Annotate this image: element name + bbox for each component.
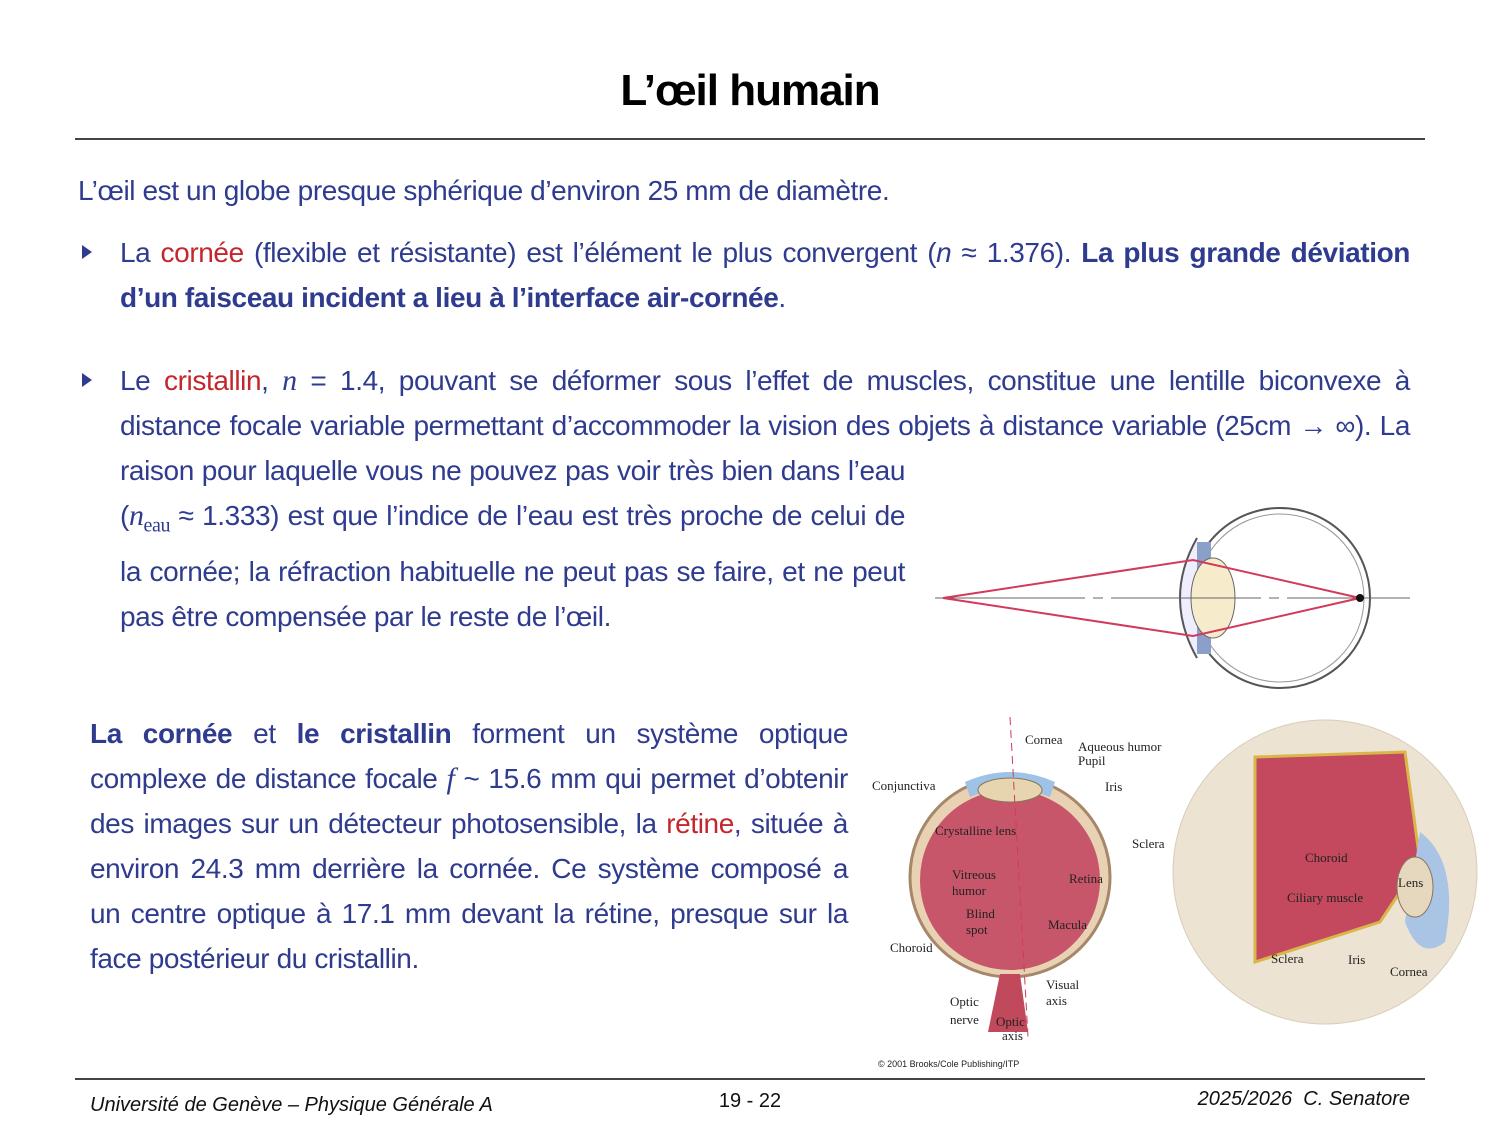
- labels: Cornea Aqueous humor Pupil Conjunctiva I…: [872, 732, 1428, 1069]
- emphasis: La plus grande déviation d’un faisceau i…: [120, 237, 1410, 313]
- bullet-marker: [82, 373, 92, 387]
- label: humor: [952, 883, 987, 898]
- footer-right: 2025/2026 C. Senatore: [1197, 1088, 1410, 1110]
- symbol: n: [936, 237, 952, 268]
- term: cornée: [160, 237, 245, 268]
- label: Visual: [1046, 977, 1080, 992]
- paragraph: La cornée et le cristallin forment un sy…: [90, 711, 848, 981]
- symbol: n: [128, 499, 144, 532]
- label: Vitreous: [952, 867, 996, 882]
- focal-point: [1356, 594, 1364, 602]
- label: Macula: [1048, 917, 1087, 932]
- label: Crystalline lens: [935, 823, 1016, 838]
- footer-center: 19 - 22: [718, 1090, 782, 1112]
- label: Lens: [1398, 875, 1423, 890]
- ray: [942, 558, 1361, 599]
- label: Blind: [966, 906, 995, 921]
- divider: [75, 138, 1425, 140]
- emphasis: La cornée: [90, 718, 233, 749]
- footer-left: Université de Genève – Physique Générale…: [90, 1094, 493, 1116]
- symbol: f: [446, 762, 455, 795]
- label: Conjunctiva: [872, 778, 936, 793]
- cross-section: [908, 716, 1112, 1038]
- label: nerve: [950, 1012, 979, 1027]
- bullet-marker: [82, 245, 92, 259]
- slide-title: L’œil humain: [620, 66, 880, 115]
- eye-anatomy: Cornea Aqueous humor Pupil Conjunctiva I…: [872, 716, 1478, 1069]
- label: Optic: [950, 994, 979, 1009]
- label: spot: [966, 922, 988, 937]
- divider: [75, 1078, 1425, 1080]
- label: Ciliary muscle: [1287, 890, 1363, 905]
- text: , située à environ 24.3 mm derrière la c…: [90, 808, 848, 974]
- subscript: eau: [143, 514, 171, 537]
- label: Aqueous humor: [1078, 739, 1162, 754]
- ray: [942, 597, 1361, 638]
- term: rétine: [666, 808, 734, 839]
- text: La: [120, 237, 161, 268]
- label: Choroid: [890, 940, 933, 955]
- label: Optic: [996, 1014, 1025, 1029]
- term: cristallin: [164, 365, 262, 396]
- text: Le: [120, 365, 164, 396]
- text: .: [778, 282, 786, 313]
- emphasis: le cristallin: [296, 718, 452, 749]
- text: ≈ 1.376).: [951, 237, 1082, 268]
- text: (flexible et résistante) est l’élément l…: [243, 237, 937, 268]
- text: ≈ 1.333) est que l’indice de l’eau est t…: [120, 500, 905, 632]
- label: Choroid: [1305, 850, 1348, 865]
- label: Pupil: [1078, 753, 1106, 768]
- label: axis: [1002, 1028, 1023, 1043]
- symbol: n: [282, 364, 297, 397]
- label: Iris: [1105, 779, 1122, 794]
- label: Cornea: [1025, 732, 1063, 747]
- intro: L’œil est un globe presque sphérique d’e…: [78, 175, 890, 206]
- label: Iris: [1348, 952, 1365, 967]
- eye-ray-diagram: [935, 507, 1410, 689]
- text: et: [232, 718, 297, 749]
- label: Sclera: [1132, 836, 1165, 851]
- text: ~ 15.6 mm qui permet d’obtenir des image…: [90, 763, 848, 839]
- credit: © 2001 Brooks/Cole Publishing/ITP: [878, 1059, 1019, 1069]
- label: Retina: [1069, 871, 1103, 886]
- text: forment un système optique complexe de d…: [90, 718, 848, 794]
- bullet: La cornée (flexible et résistante) est l…: [120, 230, 1410, 320]
- bullet: Le cristallin, n = 1.4, pouvant se défor…: [120, 358, 1410, 678]
- text: = 1.4, pouvant se déformer sous l’effet …: [120, 365, 1410, 531]
- label: axis: [1046, 993, 1067, 1008]
- sphere-view: [1172, 719, 1478, 1025]
- text: ,: [261, 365, 283, 396]
- label: Sclera: [1271, 951, 1304, 966]
- label: Cornea: [1390, 964, 1428, 979]
